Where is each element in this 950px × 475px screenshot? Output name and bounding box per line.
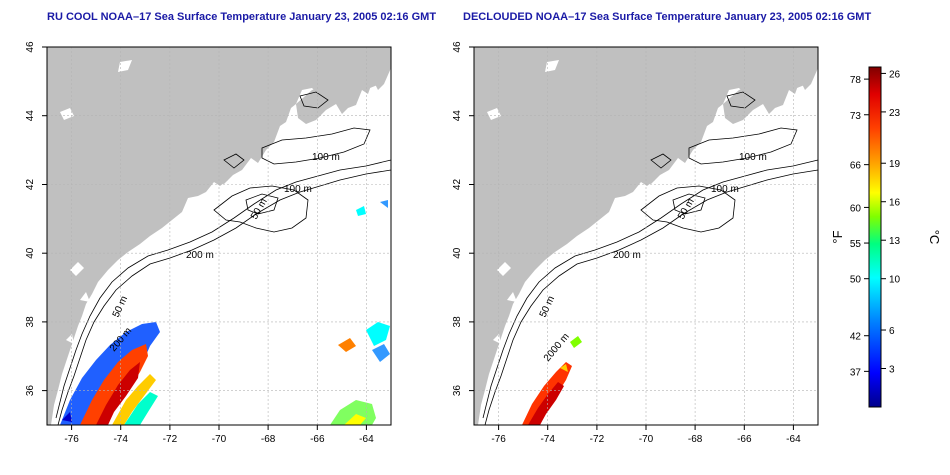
- x-tick-label: -74: [540, 434, 555, 445]
- colorbar-c-tick-label: 23: [889, 108, 901, 119]
- y-tick-label: 46: [25, 41, 36, 53]
- y-tick-label: 38: [452, 316, 463, 328]
- x-tick-label: -76: [64, 434, 79, 445]
- y-tick-label: 44: [452, 110, 463, 122]
- y-tick-label: 40: [25, 247, 36, 259]
- right-grid: [474, 47, 818, 425]
- left-y-tick-labels: 46 44 42 40 38 36: [25, 41, 36, 396]
- y-tick-label: 36: [25, 385, 36, 397]
- contour-label: 100 m: [312, 152, 340, 163]
- y-tick-label: 46: [452, 41, 463, 53]
- left-contours: [55, 91, 392, 426]
- left-x-tick-labels: -76 -74 -72 -70 -68 -66 -64: [64, 434, 374, 445]
- x-tick-label: -66: [310, 434, 325, 445]
- colorbar-fahrenheit-label: °F: [830, 230, 845, 243]
- right-map: 100 m 100 m 50 m 200 m 50 m 2000 m: [452, 41, 819, 445]
- colorbar-celsius-label: °C: [927, 230, 942, 245]
- y-tick-label: 42: [452, 179, 463, 191]
- x-tick-label: -72: [163, 434, 178, 445]
- right-sst-data: [522, 336, 582, 425]
- colorbar-c-tick-label: 10: [889, 275, 901, 286]
- y-tick-label: 38: [25, 316, 36, 328]
- left-map: 100 m 100 m 50 m 200 m 50 m 200 m: [25, 41, 392, 445]
- right-lakes: [487, 60, 559, 344]
- colorbar-f-tick-label: 78: [850, 75, 862, 86]
- x-tick-label: -68: [688, 434, 703, 445]
- y-tick-label: 44: [25, 110, 36, 122]
- colorbar-c-ticks: 26 23 19 16 13 10 6 3: [881, 69, 901, 376]
- colorbar: 78 73 66 60 55 50 42 37 26 23 19 16 13 10 6 3 °F °C: [830, 66, 942, 408]
- colorbar-c-tick-label: 6: [889, 326, 895, 337]
- contour-label: 100 m: [711, 184, 739, 195]
- colorbar-f-tick-label: 42: [850, 332, 862, 343]
- right-panel-title: DECLOUDED NOAA–17 Sea Surface Temperatur…: [463, 11, 872, 23]
- y-tick-label: 42: [25, 179, 36, 191]
- colorbar-f-tick-label: 66: [850, 161, 862, 172]
- contour-label: 200 m: [186, 250, 214, 261]
- colorbar-gradient: [868, 66, 882, 408]
- colorbar-c-tick-label: 3: [889, 365, 895, 376]
- colorbar-c-tick-label: 19: [889, 159, 901, 170]
- right-axis-ticks: [469, 46, 794, 430]
- x-tick-label: -64: [359, 434, 374, 445]
- colorbar-f-tick-label: 55: [850, 239, 862, 250]
- x-tick-label: -76: [491, 434, 506, 445]
- colorbar-c-tick-label: 16: [889, 198, 901, 209]
- contour-label: 100 m: [739, 152, 767, 163]
- x-tick-label: -64: [786, 434, 801, 445]
- y-tick-label: 40: [452, 247, 463, 259]
- colorbar-f-tick-label: 73: [850, 111, 862, 122]
- x-tick-label: -72: [590, 434, 605, 445]
- colorbar-f-tick-label: 50: [850, 275, 862, 286]
- colorbar-c-tick-label: 13: [889, 236, 901, 247]
- right-x-tick-labels: -76 -74 -72 -70 -68 -66 -64: [491, 434, 801, 445]
- colorbar-f-tick-label: 37: [850, 367, 862, 378]
- colorbar-c-tick-label: 26: [889, 69, 901, 80]
- colorbar-f-tick-label: 60: [850, 203, 862, 214]
- x-tick-label: -70: [639, 434, 654, 445]
- right-y-tick-labels: 46 44 42 40 38 36: [452, 41, 463, 396]
- left-panel-title: RU COOL NOAA–17 Sea Surface Temperature …: [47, 11, 437, 23]
- colorbar-f-ticks: 78 73 66 60 55 50 42 37: [850, 75, 869, 378]
- y-tick-label: 36: [452, 385, 463, 397]
- x-tick-label: -70: [212, 434, 227, 445]
- x-tick-label: -74: [113, 434, 128, 445]
- right-contours: [482, 91, 819, 426]
- left-axis-ticks: [42, 46, 367, 430]
- x-tick-label: -66: [737, 434, 752, 445]
- contour-label: 100 m: [284, 184, 312, 195]
- left-sst-data: [60, 200, 390, 425]
- x-tick-label: -68: [261, 434, 276, 445]
- contour-label: 200 m: [613, 250, 641, 261]
- left-lakes: [60, 60, 132, 344]
